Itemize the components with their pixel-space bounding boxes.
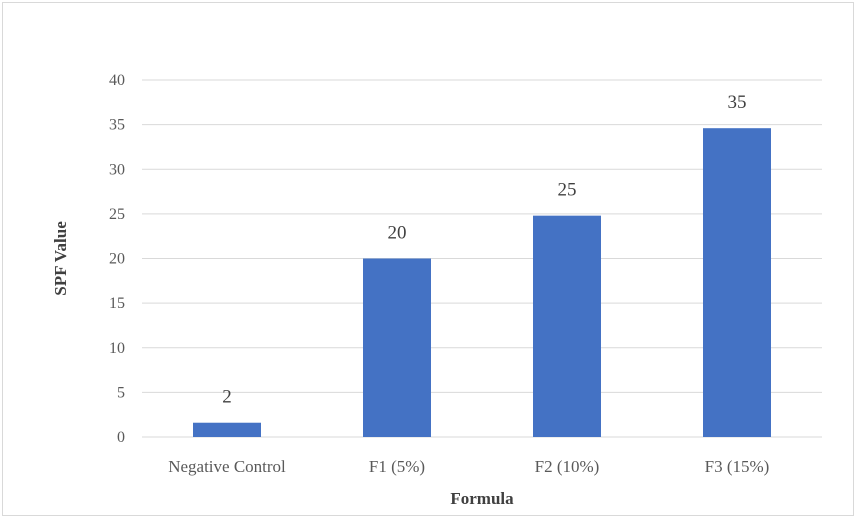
bar-value-label: 20	[388, 223, 407, 244]
bar	[193, 422, 261, 437]
x-axis-categories: Negative Control F1 (5%) F2 (10%) F3 (15%)	[168, 457, 769, 476]
x-axis-title: Formula	[450, 489, 514, 508]
bar-value-label: 2	[222, 387, 232, 408]
y-tick-label: 0	[117, 429, 125, 446]
bar	[363, 258, 431, 437]
y-tick-label: 30	[109, 161, 125, 178]
y-tick-label: 20	[109, 251, 125, 268]
bar-value-label: 25	[558, 180, 577, 201]
bar	[533, 215, 601, 437]
x-category-label: Negative Control	[168, 457, 286, 476]
bar-value-label: 35	[728, 92, 747, 113]
y-axis-ticks: 0 5 10 15 20 25 30 35 40	[109, 72, 125, 446]
y-tick-label: 35	[109, 117, 125, 134]
y-tick-label: 15	[109, 295, 125, 312]
y-tick-label: 10	[109, 340, 125, 357]
x-category-label: F2 (10%)	[535, 457, 600, 476]
data-labels: 2 20 25 35	[222, 92, 746, 408]
y-tick-label: 40	[109, 72, 125, 89]
x-category-label: F1 (5%)	[369, 457, 425, 476]
bars	[193, 128, 771, 437]
x-category-label: F3 (15%)	[705, 457, 770, 476]
y-axis-title: SPF Value	[51, 221, 70, 296]
bar	[703, 128, 771, 437]
y-tick-label: 5	[117, 384, 125, 401]
y-tick-label: 25	[109, 206, 125, 223]
